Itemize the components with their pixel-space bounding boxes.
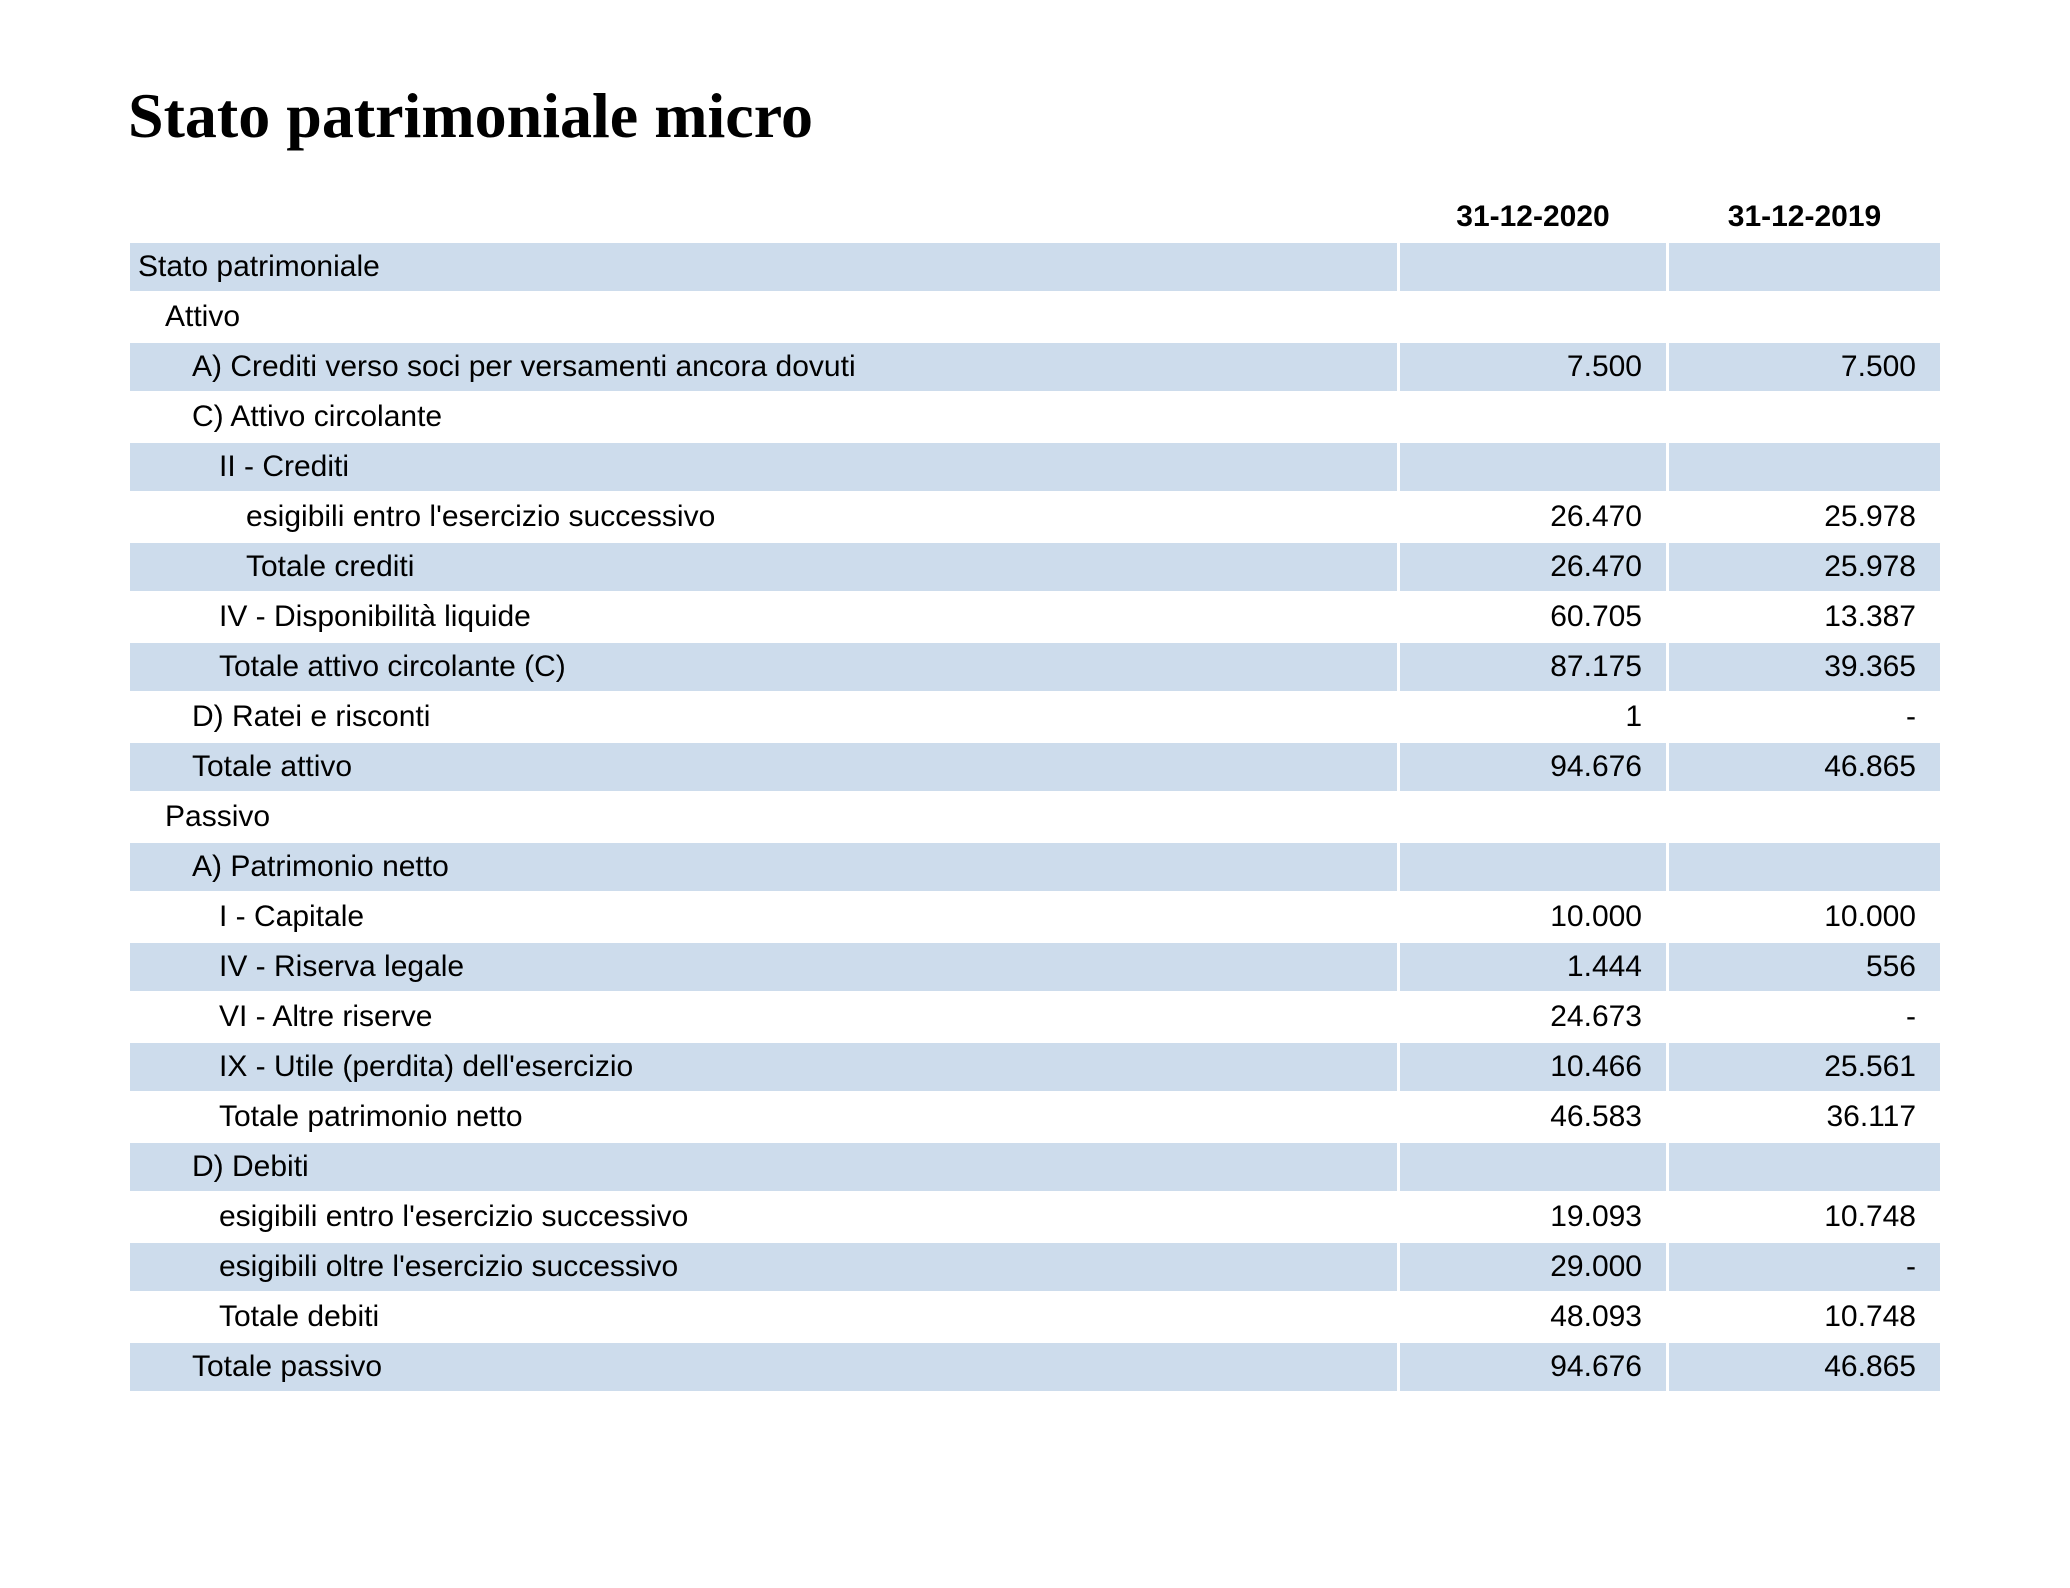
- table-row: VI - Altre riserve 24.673 -: [130, 993, 1940, 1041]
- value-2019: 36.117: [1826, 1100, 1916, 1134]
- row-label: IV - Riserva legale: [219, 950, 465, 984]
- table-row: Totale attivo circolante (C) 87.175 39.365: [130, 643, 1940, 692]
- row-label: A) Patrimonio netto: [192, 850, 449, 884]
- value-2020: [1400, 243, 1666, 291]
- value-2020: 29.000: [1550, 1250, 1642, 1284]
- table-row: D) Debiti: [130, 1143, 1940, 1192]
- value-2020: [1400, 1143, 1666, 1191]
- row-label: Totale attivo circolante (C): [219, 650, 566, 684]
- table-row: C) Attivo circolante: [130, 393, 1940, 441]
- table-row: Totale patrimonio netto 46.583 36.117: [130, 1093, 1940, 1141]
- value-2020: 10.466: [1550, 1050, 1642, 1084]
- row-label: esigibili entro l'esercizio successivo: [246, 500, 716, 534]
- value-2019: [1669, 293, 1940, 341]
- row-label: esigibili oltre l'esercizio successivo: [219, 1250, 679, 1284]
- column-header-2019: 31-12-2019: [1727, 200, 1882, 234]
- value-2020: 24.673: [1550, 1000, 1642, 1034]
- table-row: esigibili oltre l'esercizio successivo 29…: [130, 1243, 1940, 1292]
- value-2020: 26.470: [1550, 500, 1642, 534]
- table-row: esigibili entro l'esercizio successivo 19…: [130, 1193, 1940, 1241]
- value-2020: 94.676: [1550, 1350, 1642, 1384]
- value-2019: 46.865: [1824, 1350, 1916, 1384]
- row-label: esigibili entro l'esercizio successivo: [219, 1200, 689, 1234]
- value-2019: 39.365: [1824, 650, 1916, 684]
- value-2019: [1669, 793, 1940, 841]
- table-row: I - Capitale 10.000 10.000: [130, 893, 1940, 941]
- value-2019: 25.561: [1824, 1050, 1916, 1084]
- table-row: Totale debiti 48.093 10.748: [130, 1293, 1940, 1341]
- table-row: Totale crediti 26.470 25.978: [130, 543, 1940, 592]
- table-row: II - Crediti: [130, 443, 1940, 492]
- row-label: Passivo: [165, 800, 271, 834]
- value-2019: -: [1906, 1000, 1916, 1034]
- value-2019: 25.978: [1824, 550, 1916, 584]
- value-2020: [1400, 793, 1666, 841]
- value-2019: 46.865: [1824, 750, 1916, 784]
- column-header-2020: 31-12-2020: [1456, 200, 1610, 234]
- row-label: Stato patrimoniale: [138, 250, 380, 284]
- row-label: Attivo: [165, 300, 241, 334]
- balance-sheet-table: 31-12-2020 31-12-2019 Stato patrimoniale…: [127, 191, 1943, 1393]
- value-2019: [1669, 243, 1940, 291]
- value-2019: [1669, 843, 1940, 891]
- value-2020: [1400, 393, 1666, 441]
- value-2020: 7.500: [1566, 350, 1642, 384]
- table-body: Stato patrimoniale Attivo A) Crediti verso…: [130, 243, 1940, 1392]
- value-2019: [1669, 443, 1940, 491]
- table-row: IV - Riserva legale 1.444 556: [130, 943, 1940, 992]
- row-label: Totale passivo: [192, 1350, 383, 1384]
- value-2019: 10.748: [1824, 1300, 1916, 1334]
- value-2019: [1669, 1143, 1940, 1191]
- value-2020: 87.175: [1550, 650, 1642, 684]
- row-label: Totale crediti: [246, 550, 415, 584]
- value-2020: 46.583: [1550, 1100, 1642, 1134]
- value-2019: -: [1906, 1250, 1916, 1284]
- row-label: II - Crediti: [219, 450, 350, 484]
- value-2020: [1400, 843, 1666, 891]
- value-2020: 19.093: [1550, 1200, 1642, 1234]
- row-label: D) Debiti: [192, 1150, 309, 1184]
- value-2019: 10.000: [1824, 900, 1916, 934]
- row-label: Totale attivo: [192, 750, 353, 784]
- page-title: Stato patrimoniale micro: [128, 80, 813, 151]
- row-label: IV - Disponibilità liquide: [219, 600, 531, 634]
- value-2019: 556: [1865, 950, 1916, 984]
- value-2020: 26.470: [1550, 550, 1642, 584]
- value-2019: 10.748: [1824, 1200, 1916, 1234]
- value-2019: -: [1906, 700, 1916, 734]
- value-2020: 1: [1625, 700, 1642, 734]
- table-row: D) Ratei e risconti 1 -: [130, 693, 1940, 741]
- value-2020: 94.676: [1550, 750, 1642, 784]
- row-label: I - Capitale: [219, 900, 365, 934]
- row-label: A) Crediti verso soci per versamenti anc…: [192, 350, 856, 384]
- row-label: Totale debiti: [219, 1300, 380, 1334]
- value-2020: [1400, 443, 1666, 491]
- value-2019: [1669, 393, 1940, 441]
- table-row: Passivo: [130, 793, 1940, 841]
- row-label: Totale patrimonio netto: [219, 1100, 523, 1134]
- value-2019: 25.978: [1824, 500, 1916, 534]
- column-header-spacer: [130, 193, 1397, 241]
- table-row: Stato patrimoniale: [130, 243, 1940, 292]
- table-row: A) Crediti verso soci per versamenti anc…: [130, 343, 1940, 392]
- table-row: Totale passivo 94.676 46.865: [130, 1343, 1940, 1392]
- table-row: A) Patrimonio netto: [130, 843, 1940, 892]
- table-row: IV - Disponibilità liquide 60.705 13.387: [130, 593, 1940, 641]
- row-label: C) Attivo circolante: [192, 400, 443, 434]
- row-label: IX - Utile (perdita) dell'esercizio: [219, 1050, 634, 1084]
- value-2019: 13.387: [1824, 600, 1916, 634]
- value-2020: [1400, 293, 1666, 341]
- column-header-row: 31-12-2020 31-12-2019: [130, 193, 1940, 241]
- value-2019: 7.500: [1840, 350, 1916, 384]
- value-2020: 1.444: [1566, 950, 1642, 984]
- value-2020: 60.705: [1550, 600, 1642, 634]
- row-label: D) Ratei e risconti: [192, 700, 431, 734]
- table-row: Attivo: [130, 293, 1940, 341]
- table-row: IX - Utile (perdita) dell'esercizio 10.46…: [130, 1043, 1940, 1092]
- table-row: esigibili entro l'esercizio successivo 26…: [130, 493, 1940, 541]
- value-2020: 48.093: [1550, 1300, 1642, 1334]
- row-label: VI - Altre riserve: [219, 1000, 433, 1034]
- table-row: Totale attivo 94.676 46.865: [130, 743, 1940, 792]
- value-2020: 10.000: [1550, 900, 1642, 934]
